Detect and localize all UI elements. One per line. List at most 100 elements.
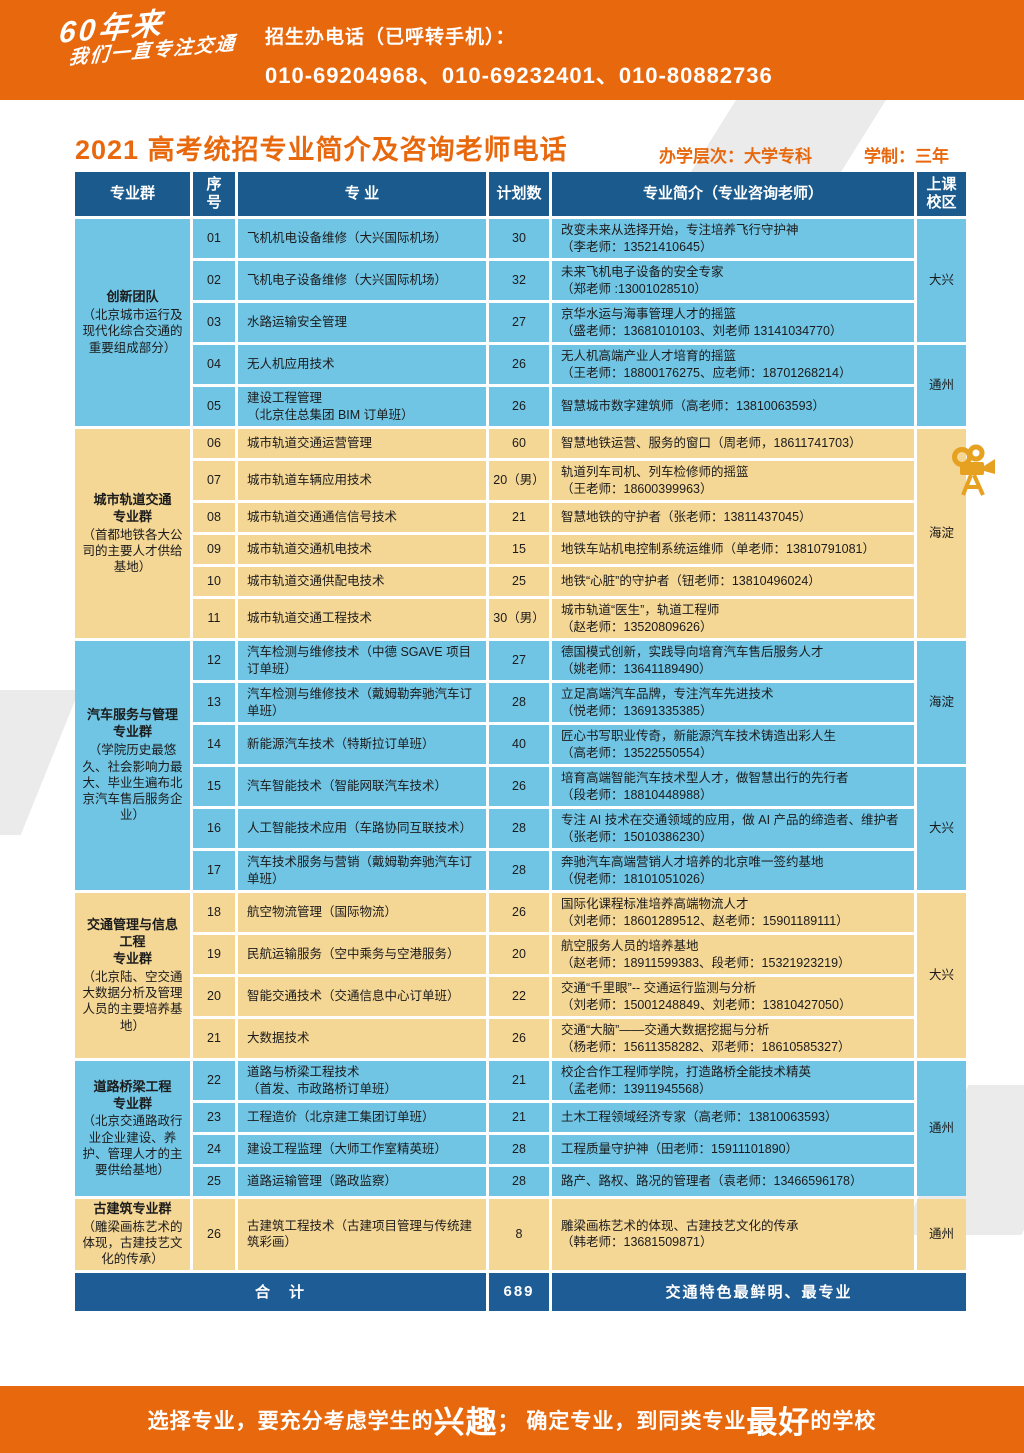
table-row: 19 民航运输服务（空中乘务与空港服务） 20 航空服务人员的培养基地 （赵老师：18… xyxy=(75,935,966,974)
row-major: 航空物流管理（国际物流） xyxy=(238,893,486,932)
col-header-intro: 专业简介（专业咨询老师） xyxy=(552,172,914,216)
row-intro: 无人机高端产业人才培育的摇篮 （王老师：18800176275、应老师：1870… xyxy=(552,345,914,384)
group-desc: （首都地铁各大公司的主要人才供给基地） xyxy=(82,527,183,575)
row-plan: 32 xyxy=(489,261,549,300)
row-intro: 交通“大脑”——交通大数据挖掘与分析 （杨老师：15611358282、邓老师：… xyxy=(552,1019,914,1058)
row-no: 16 xyxy=(193,809,235,848)
row-no: 03 xyxy=(193,303,235,342)
row-no: 06 xyxy=(193,429,235,458)
row-major: 建设工程管理 （北京住总集团 BIM 订单班） xyxy=(238,387,486,426)
table-row: 交通管理与信息 工程 专业群 （北京陆、空交通大数据分析及管理人员的主要培养基地）… xyxy=(75,893,966,1058)
total-note: 交通特色最鲜明、最专业 xyxy=(552,1272,966,1311)
group-cell: 交通管理与信息 工程 专业群 （北京陆、空交通大数据分析及管理人员的主要培养基地） xyxy=(75,893,190,1058)
row-plan: 30 xyxy=(489,219,549,258)
table-row: 23 工程造价（北京建工集团订单班） 21 土木工程领域经济专家（高老师：138100… xyxy=(75,1103,966,1132)
row-intro: 轨道列车司机、列车检修师的摇篮 （王老师：18600399963） xyxy=(552,461,914,500)
education-level: 办学层次：大学专科 xyxy=(659,147,812,166)
row-intro: 专注 AI 技术在交通领域的应用，做 AI 产品的缔造者、维护者（张老师：150… xyxy=(552,809,914,848)
group-name: 创新团队 xyxy=(106,289,159,305)
group-cell: 创新团队 （北京城市运行及现代化综合交通的重要组成部分） xyxy=(75,219,190,426)
row-intro: 智慧地铁的守护者（张老师：13811437045） xyxy=(552,503,914,532)
row-major: 建设工程监理（大师工作室精英班） xyxy=(238,1135,486,1164)
group-name: 城市轨道交通 专业群 xyxy=(93,491,172,524)
row-no: 13 xyxy=(193,683,235,722)
table-row: 15 汽车智能技术（智能网联汽车技术） 26 培育高端智能汽车技术型人才，做智慧出行的… xyxy=(75,767,966,890)
row-major: 无人机应用技术 xyxy=(238,345,486,384)
row-no: 20 xyxy=(193,977,235,1016)
phone-label: 招生办电话（已呼转手机）： xyxy=(265,27,516,48)
row-no: 02 xyxy=(193,261,235,300)
page-title: 2021 高考统招专业简介及咨询老师电话 xyxy=(75,135,568,165)
group-name: 道路桥梁工程 专业群 xyxy=(93,1078,172,1111)
group-cell: 汽车服务与管理 专业群 （学院历史最悠久、社会影响力最大、毕业生遍布北京汽车售后服… xyxy=(75,641,190,890)
row-intro: 土木工程领域经济专家（高老师：13810063593） xyxy=(552,1103,914,1132)
bg-diagonal-left xyxy=(0,690,80,835)
col-header-group: 专业群 xyxy=(75,172,190,216)
row-intro: 地铁“心脏”的守护者（钮老师：13810496024） xyxy=(552,567,914,596)
row-major: 城市轨道交通运营管理 xyxy=(238,429,486,458)
table-row: 05 建设工程管理 （北京住总集团 BIM 订单班） 26 智慧城市数字建筑师（高老师… xyxy=(75,387,966,426)
row-major: 飞机电子设备维修（大兴国际机场） xyxy=(238,261,486,300)
campus-cell: 海淀 xyxy=(917,641,966,764)
movie-camera-icon xyxy=(952,444,995,496)
total-count: 689 xyxy=(489,1272,549,1311)
row-plan: 20 xyxy=(489,935,549,974)
campus-cell: 通州 xyxy=(917,1061,966,1196)
row-intro: 智慧地铁运营、服务的窗口（周老师，18611741703） xyxy=(552,429,914,458)
table-row: 20 智能交通技术（交通信息中心订单班） 22 交通“千里眼”-- 交通运行监测与分析… xyxy=(75,977,966,1016)
row-major: 智能交通技术（交通信息中心订单班） xyxy=(238,977,486,1016)
table-row: 08 城市轨道交通通信信号技术 21 智慧地铁的守护者（张老师：13811437045… xyxy=(75,503,966,532)
meta-info: 办学层次：大学专科 学制：三年 xyxy=(659,142,949,167)
row-major: 道路运输管理（路政监察） xyxy=(238,1167,486,1196)
row-plan: 8 xyxy=(489,1199,549,1270)
row-major: 汽车技术服务与营销（戴姆勒奔驰汽车订单班） xyxy=(238,851,486,890)
group-desc: （北京陆、空交通大数据分析及管理人员的主要培养基地） xyxy=(82,969,183,1033)
row-no: 05 xyxy=(193,387,235,426)
row-no: 17 xyxy=(193,851,235,890)
row-plan: 26 xyxy=(489,345,549,384)
campus-cell: 大兴 xyxy=(917,219,966,342)
admissions-phone-block: 招生办电话（已呼转手机）： 010-69204968、010-69232401、… xyxy=(265,22,773,90)
row-intro: 交通“千里眼”-- 交通运行监测与分析 （刘老师：15001248849、刘老师… xyxy=(552,977,914,1016)
row-major: 工程造价（北京建工集团订单班） xyxy=(238,1103,486,1132)
row-intro: 国际化课程标准培养高端物流人才 （刘老师：18601289512、赵老师：159… xyxy=(552,893,914,932)
row-plan: 30（男） xyxy=(489,599,549,638)
group-cell: 道路桥梁工程 专业群 （北京交通路政行业企业建设、养护、管理人才的主要供给基地） xyxy=(75,1061,190,1196)
row-no: 12 xyxy=(193,641,235,680)
row-major: 新能源汽车技术（特斯拉订单班） xyxy=(238,725,486,764)
row-intro: 未来飞机电子设备的安全专家 （郑老师 :13001028510） xyxy=(552,261,914,300)
row-major: 汽车智能技术（智能网联汽车技术） xyxy=(238,767,486,806)
campus-cell: 通州 xyxy=(917,1199,966,1270)
group-desc: （雕梁画栋艺术的体现，古建技艺文化的传承） xyxy=(82,1219,183,1267)
majors-table: 专业群 序 号 专 业 计划数 专业简介（专业咨询老师） 上课 校区 创新团队 （… xyxy=(72,169,969,1314)
row-plan: 26 xyxy=(489,893,549,932)
row-major: 城市轨道交通机电技术 xyxy=(238,535,486,564)
slogan-highlight-best: 最好 xyxy=(746,1405,811,1440)
table-row: 21 大数据技术 26 交通“大脑”——交通大数据挖掘与分析 （杨老师：1561135… xyxy=(75,1019,966,1058)
table-row: 14 新能源汽车技术（特斯拉订单班） 40 匠心书写职业传奇，新能源汽车技术铸造出彩人… xyxy=(75,725,966,764)
row-intro: 航空服务人员的培养基地 （赵老师：18911599383、段老师：1532192… xyxy=(552,935,914,974)
slogan-highlight-interest: 兴趣 xyxy=(433,1405,498,1440)
table-row: 03 水路运输安全管理 27 京华水运与海事管理人才的摇篮 （盛老师：13681010… xyxy=(75,303,966,342)
row-no: 25 xyxy=(193,1167,235,1196)
top-banner: 60年来 我们一直专注交通 招生办电话（已呼转手机）： 010-69204968… xyxy=(0,0,1024,100)
row-plan: 27 xyxy=(489,641,549,680)
table-row: 道路桥梁工程 专业群 （北京交通路政行业企业建设、养护、管理人才的主要供给基地） 2… xyxy=(75,1061,966,1196)
row-no: 24 xyxy=(193,1135,235,1164)
slogan-segment: 选择专业，要充分考虑学生的 xyxy=(147,1409,434,1433)
row-major: 城市轨道交通供配电技术 xyxy=(238,567,486,596)
row-no: 08 xyxy=(193,503,235,532)
row-intro: 立足高端汽车品牌，专注汽车先进技术 （悦老师：13691335385） xyxy=(552,683,914,722)
table-row: 24 建设工程监理（大师工作室精英班） 28 工程质量守护神（田老师：15911101… xyxy=(75,1135,966,1164)
row-plan: 26 xyxy=(489,767,549,806)
total-label: 合 计 xyxy=(75,1272,486,1311)
row-plan: 26 xyxy=(489,1019,549,1058)
row-major: 城市轨道交通通信信号技术 xyxy=(238,503,486,532)
slogan-segment: ； 确定专业，到同类专业 xyxy=(497,1409,747,1433)
row-major: 水路运输安全管理 xyxy=(238,303,486,342)
row-major: 人工智能技术应用（车路协同互联技术） xyxy=(238,809,486,848)
table-row: 16 人工智能技术应用（车路协同互联技术） 28 专注 AI 技术在交通领域的应用，做… xyxy=(75,809,966,848)
slogan-segment: 的学校 xyxy=(810,1409,877,1433)
table-row: 城市轨道交通 专业群 （首都地铁各大公司的主要人才供给基地） 06 城市轨道交通运营管… xyxy=(75,429,966,638)
